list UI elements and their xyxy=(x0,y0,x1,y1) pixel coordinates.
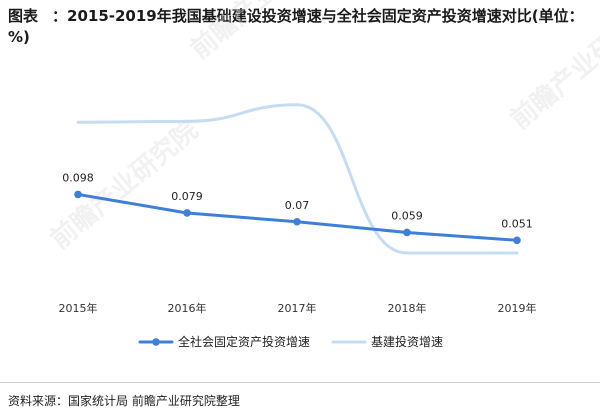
data-point xyxy=(403,228,411,237)
watermark-text: 前瞻产业研究院 xyxy=(45,115,204,256)
watermark-text: 前瞻产业研究院 xyxy=(185,0,344,65)
x-tick-label: 2015年 xyxy=(59,301,98,315)
data-point xyxy=(74,190,82,199)
watermark-text: 前瞻产业研究院 xyxy=(505,0,600,135)
line-chart: 前瞻产业研究院前瞻产业研究院前瞻产业研究院 0.0980.0790.070.05… xyxy=(45,0,600,349)
x-tick-label: 2016年 xyxy=(168,301,207,315)
x-tick-label: 2017年 xyxy=(278,301,317,315)
legend-marker xyxy=(152,338,160,346)
footer-divider xyxy=(0,382,600,383)
data-label: 0.059 xyxy=(391,209,423,222)
data-label: 0.079 xyxy=(171,190,203,203)
data-label: 0.07 xyxy=(285,199,310,212)
legend-label: 全社会固定资产投资增速 xyxy=(178,334,310,349)
data-label: 0.051 xyxy=(501,217,533,230)
data-point xyxy=(513,236,521,245)
x-tick-label: 2019年 xyxy=(498,301,537,315)
legend-label: 基建投资增速 xyxy=(371,334,443,349)
chart-title: 图表 ：2015-2019年我国基础建设投资增速与全社会固定资产投资增速对比(单位… xyxy=(8,6,592,48)
data-point xyxy=(293,217,301,226)
chart-title-text: ：2015-2019年我国基础建设投资增速与全社会固定资产投资增速对比(单位：%… xyxy=(8,7,584,46)
x-tick-label: 2018年 xyxy=(388,301,427,315)
data-point xyxy=(183,209,191,217)
series-line-1 xyxy=(76,103,519,255)
source-note: 资料来源：国家统计局 前瞻产业研究院整理 xyxy=(8,394,240,408)
chart-title-label: 图表 xyxy=(8,7,39,25)
data-label: 0.098 xyxy=(62,171,94,184)
legend: 全社会固定资产投资增速 基建投资增速 xyxy=(138,334,443,349)
